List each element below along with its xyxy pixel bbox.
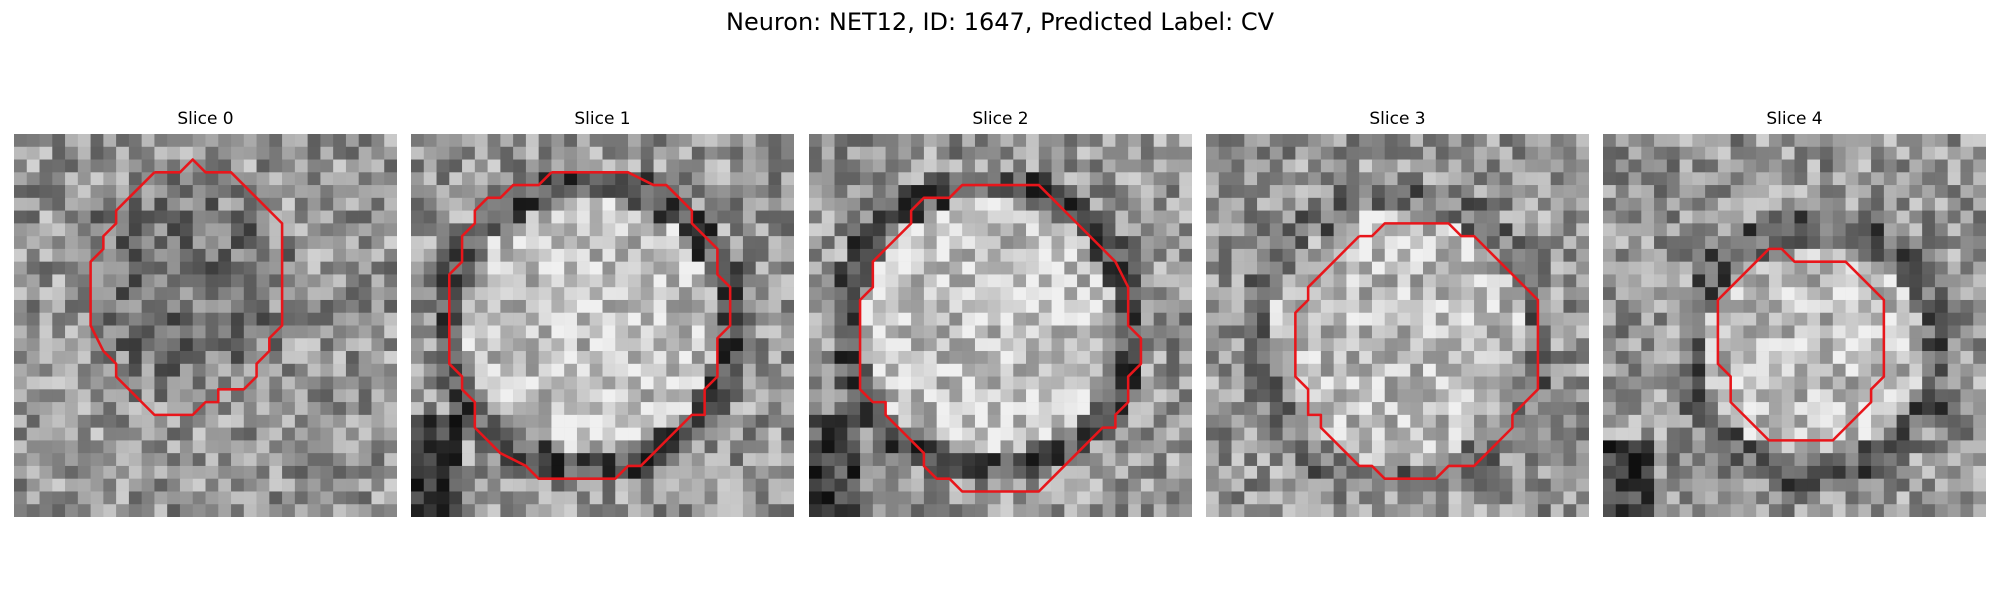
contour-outline <box>448 171 732 480</box>
slice-title: Slice 3 <box>1369 109 1426 129</box>
slice-image <box>14 134 397 517</box>
slice-title: Slice 0 <box>177 109 234 129</box>
figure-title: Neuron: NET12, ID: 1647, Predicted Label… <box>726 8 1274 36</box>
contour-outline <box>89 158 284 417</box>
slice-image <box>1206 134 1589 517</box>
slice-panel-1: Slice 1 <box>411 108 794 517</box>
slice-title: Slice 1 <box>574 109 631 129</box>
microscopy-image <box>14 134 397 517</box>
microscopy-image <box>1206 134 1589 517</box>
slice-panel-4: Slice 4 <box>1603 108 1986 517</box>
microscopy-image <box>411 134 794 517</box>
contour-outline <box>858 183 1143 493</box>
contour-outline <box>1716 247 1886 442</box>
slice-image <box>809 134 1192 517</box>
slice-image <box>411 134 794 517</box>
slice-panel-0: Slice 0 <box>14 108 397 517</box>
slice-panel-3: Slice 3 <box>1206 108 1589 517</box>
slice-image <box>1603 134 1986 517</box>
microscopy-image <box>1603 134 1986 517</box>
microscopy-image <box>809 134 1192 517</box>
slice-title: Slice 4 <box>1766 109 1823 129</box>
slice-panel-2: Slice 2 <box>809 108 1192 517</box>
slice-title: Slice 2 <box>972 109 1029 129</box>
contour-outline <box>1294 222 1540 480</box>
